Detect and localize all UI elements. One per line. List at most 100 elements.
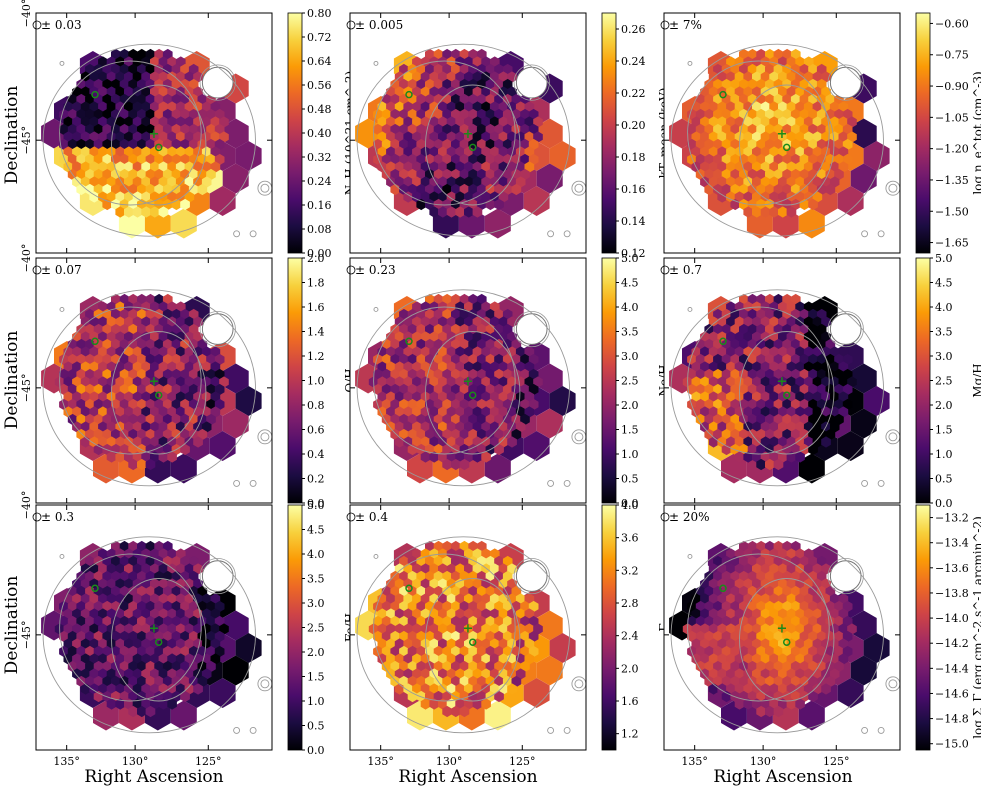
hexbin-cell: [171, 555, 182, 568]
hexbin-cell: [842, 368, 853, 381]
hexbin-cell: [442, 630, 452, 643]
hexbin-cell: [812, 116, 823, 128]
colorbar-tick-label: 3.2: [621, 564, 639, 577]
hexbin-cell: [790, 48, 801, 61]
contours: [42, 536, 272, 734]
hexbin-cell: [717, 406, 728, 418]
hexbin-cell: [752, 56, 762, 68]
hexbin-cell: [85, 600, 95, 613]
hexbin-cell: [141, 548, 151, 560]
hexbin-cell: [695, 615, 706, 628]
hexbin-cell: [158, 301, 169, 313]
hexbin-cell: [72, 361, 82, 373]
hexbin-cell: [102, 153, 112, 166]
hexbin-cell: [700, 346, 710, 358]
hexbin-cell: [115, 608, 125, 620]
hexbin-cell: [756, 338, 766, 351]
hexbin-cell: [425, 198, 435, 211]
hexbin-cell: [72, 116, 82, 128]
hexbin-cell: [455, 346, 465, 358]
hexbin-cell: [184, 653, 195, 665]
hexbin-cell: [102, 78, 112, 91]
hexbin-cell: [790, 308, 801, 321]
hexbin-cell: [106, 361, 117, 373]
hexbin-cell: [141, 668, 151, 680]
hexbin-cell: [80, 376, 91, 388]
hexbin-cell: [782, 428, 792, 441]
hexbin-cell: [838, 101, 849, 113]
colorbar-tick-label: 4.5: [935, 277, 953, 290]
hexbin-cell: [520, 630, 530, 643]
hexbin-cell: [167, 376, 177, 388]
hexbin-cell: [162, 138, 173, 151]
hexbin-cell: [63, 653, 74, 665]
hexbin-cell: [373, 615, 383, 628]
hexbin-cell: [80, 346, 91, 358]
hexbin-cell: [795, 331, 805, 343]
hexbin-cell: [407, 615, 418, 628]
hexbin-cell: [743, 86, 753, 98]
hexbin-cell: [494, 78, 504, 91]
hexbin-cell: [175, 116, 186, 128]
colorbar-tick-label: 0.56: [307, 79, 332, 92]
hexbin-cell: [778, 563, 788, 575]
hexbin-cell: [124, 638, 134, 650]
colorbar-tick-label: 4.5: [621, 277, 639, 290]
hexbin-cell: [760, 563, 771, 575]
hexbin-cell: [446, 406, 457, 418]
y-tick-label: −45°: [20, 373, 33, 402]
hexbin-cell: [795, 301, 805, 313]
hexbin-cell: [63, 638, 74, 650]
hexbin-cell: [812, 623, 823, 635]
hexbin-cell: [442, 413, 452, 426]
hexbin-cell: [825, 183, 836, 196]
hexbin-cell: [137, 660, 147, 673]
hexbin-cell: [786, 131, 797, 143]
hexbin-cell: [799, 413, 810, 426]
hexbin-cell: [141, 421, 151, 433]
hexbin-cell: [459, 458, 470, 471]
hexbin-cell: [786, 653, 797, 665]
hexbin-cell: [433, 108, 444, 121]
colorbar-tick-label: 0.5: [307, 720, 325, 733]
hexbin-cell: [433, 63, 444, 76]
hexbin-cell: [145, 675, 156, 688]
hexbin-cell: [760, 376, 771, 388]
hexbin-cell: [67, 660, 78, 673]
hexbin-cell: [695, 645, 706, 658]
hexbin-cell: [765, 540, 775, 553]
hexbin-cell: [485, 123, 496, 136]
hexbin-cell: [511, 168, 522, 181]
hexbin-cell: [442, 353, 452, 366]
hexbin-cell: [141, 101, 151, 113]
hexbin-cell: [76, 398, 87, 411]
hexbin-cell: [721, 153, 732, 166]
hexbin-cell: [89, 161, 100, 173]
hexbin-cell: [403, 436, 414, 448]
hexbin-cell: [80, 331, 91, 343]
hexbin-cell: [743, 131, 753, 143]
hexbin-cell: [106, 608, 117, 620]
hexbin-cell: [790, 585, 801, 598]
colorbar-tick-label: 2.5: [935, 375, 953, 388]
hexbin-cell: [394, 331, 405, 343]
hexbin-cell: [416, 123, 426, 136]
hexbin-cell: [795, 146, 805, 158]
uncertainty-label: ± 0.07: [41, 263, 82, 277]
hexbin-cell: [429, 146, 439, 158]
hexbin-cell: [137, 353, 147, 366]
hexbin-cell: [451, 585, 461, 598]
hexbin-cell: [438, 638, 448, 650]
hexbin-cell: [713, 398, 723, 411]
hexbin-cell: [175, 406, 186, 418]
hexbin-cell: [76, 383, 87, 396]
y-tick-label: −45°: [20, 126, 33, 155]
hexbin-cell: [795, 406, 805, 418]
colorbar-tick-label: −15.0: [935, 738, 969, 751]
hexbin-cell: [93, 600, 104, 613]
hexbin-cell: [80, 623, 91, 635]
hexbin-cell: [786, 376, 797, 388]
hexbin-cell: [515, 116, 526, 128]
hexbin-cell: [377, 361, 388, 373]
hexbin-cell: [695, 600, 706, 613]
